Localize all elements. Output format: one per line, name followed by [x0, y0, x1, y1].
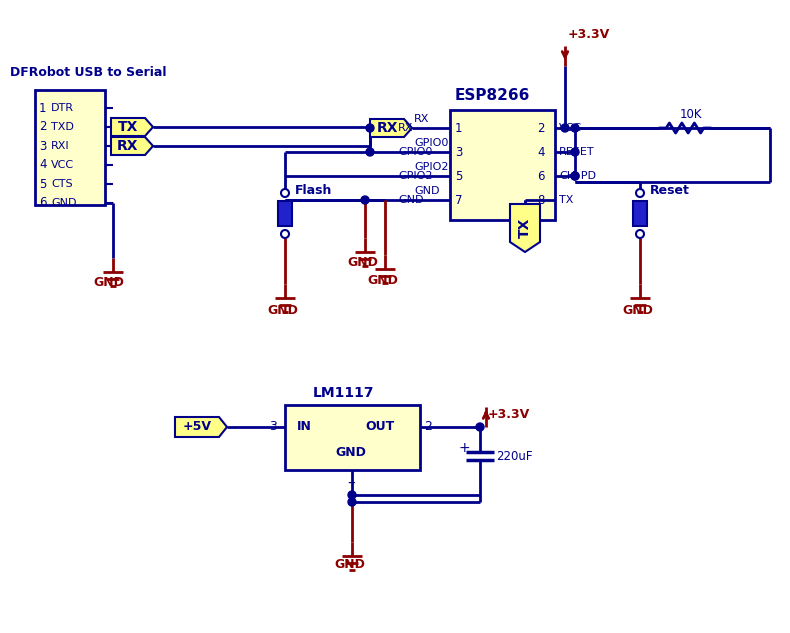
Circle shape — [366, 124, 374, 132]
Text: DTR: DTR — [51, 103, 74, 113]
Text: 220uF: 220uF — [496, 451, 532, 463]
Text: Reset: Reset — [650, 184, 690, 197]
Text: RX: RX — [398, 123, 413, 133]
Circle shape — [281, 230, 289, 238]
Circle shape — [571, 172, 579, 180]
Text: 10K: 10K — [680, 108, 702, 120]
Text: 8: 8 — [537, 194, 544, 206]
Text: OUT: OUT — [365, 420, 394, 434]
Text: 3: 3 — [455, 146, 462, 158]
Text: +3.3V: +3.3V — [568, 27, 610, 41]
Text: TX: TX — [559, 195, 574, 205]
Text: 4: 4 — [39, 158, 47, 172]
Text: 1: 1 — [455, 122, 462, 134]
Polygon shape — [370, 119, 412, 137]
Text: +5V: +5V — [182, 420, 212, 434]
Text: GND: GND — [367, 273, 398, 287]
Circle shape — [571, 172, 579, 180]
Text: 3: 3 — [39, 139, 47, 153]
Text: TX: TX — [118, 120, 138, 134]
Text: CH_PD: CH_PD — [559, 170, 596, 182]
Text: GND: GND — [347, 256, 378, 268]
Text: RXI: RXI — [51, 141, 70, 151]
Polygon shape — [111, 137, 153, 155]
Text: GND: GND — [267, 304, 298, 318]
Text: GND: GND — [51, 198, 77, 208]
Text: +: + — [458, 441, 469, 455]
Text: RESET: RESET — [559, 147, 595, 157]
Text: GPIO0: GPIO0 — [414, 138, 449, 148]
Polygon shape — [111, 118, 153, 136]
Circle shape — [561, 124, 569, 132]
Text: 2: 2 — [424, 420, 432, 434]
Circle shape — [636, 189, 644, 197]
Text: TXD: TXD — [51, 122, 74, 132]
Text: GND: GND — [622, 304, 653, 318]
Polygon shape — [175, 417, 227, 437]
Text: ESP8266: ESP8266 — [455, 89, 530, 104]
Text: 3: 3 — [269, 420, 276, 434]
Text: 2: 2 — [39, 120, 47, 134]
Circle shape — [348, 498, 356, 506]
Text: CTS: CTS — [51, 179, 73, 189]
Text: VCC: VCC — [51, 160, 74, 170]
Text: 6: 6 — [537, 170, 544, 182]
Text: GPIO2: GPIO2 — [414, 162, 449, 172]
Text: +3.3V: +3.3V — [488, 408, 530, 422]
Text: RX: RX — [414, 114, 430, 124]
Circle shape — [361, 196, 369, 204]
Bar — [278, 201, 292, 226]
Polygon shape — [510, 204, 540, 252]
Circle shape — [366, 148, 374, 156]
Text: 1: 1 — [39, 101, 47, 115]
Text: 5: 5 — [39, 177, 47, 191]
Text: –: – — [347, 475, 355, 489]
Circle shape — [571, 148, 579, 156]
Circle shape — [281, 189, 289, 197]
Text: 6: 6 — [39, 196, 47, 210]
Circle shape — [571, 124, 579, 132]
Circle shape — [636, 230, 644, 238]
Text: GND: GND — [334, 558, 365, 570]
Text: VCC: VCC — [559, 123, 582, 133]
Text: GPIO0: GPIO0 — [398, 147, 432, 157]
Bar — [285, 405, 420, 470]
Circle shape — [348, 491, 356, 499]
Text: GND: GND — [398, 195, 423, 205]
Text: Flash: Flash — [295, 184, 333, 197]
Bar — [450, 110, 555, 220]
Text: GPIO2: GPIO2 — [398, 171, 432, 181]
Text: GND: GND — [335, 446, 366, 458]
Text: TX: TX — [518, 218, 532, 238]
Circle shape — [476, 423, 484, 431]
Text: RX: RX — [376, 121, 397, 135]
Text: DFRobot USB to Serial: DFRobot USB to Serial — [10, 66, 167, 80]
Text: IN: IN — [297, 420, 312, 434]
Text: 4: 4 — [537, 146, 544, 158]
Text: 7: 7 — [455, 194, 462, 206]
Text: LM1117: LM1117 — [313, 386, 374, 400]
Bar — [633, 201, 647, 226]
Text: 5: 5 — [455, 170, 462, 182]
Text: GND: GND — [414, 186, 439, 196]
Text: RX: RX — [117, 139, 139, 153]
Bar — [35, 90, 105, 205]
Text: 2: 2 — [537, 122, 544, 134]
Text: GND: GND — [93, 277, 124, 289]
